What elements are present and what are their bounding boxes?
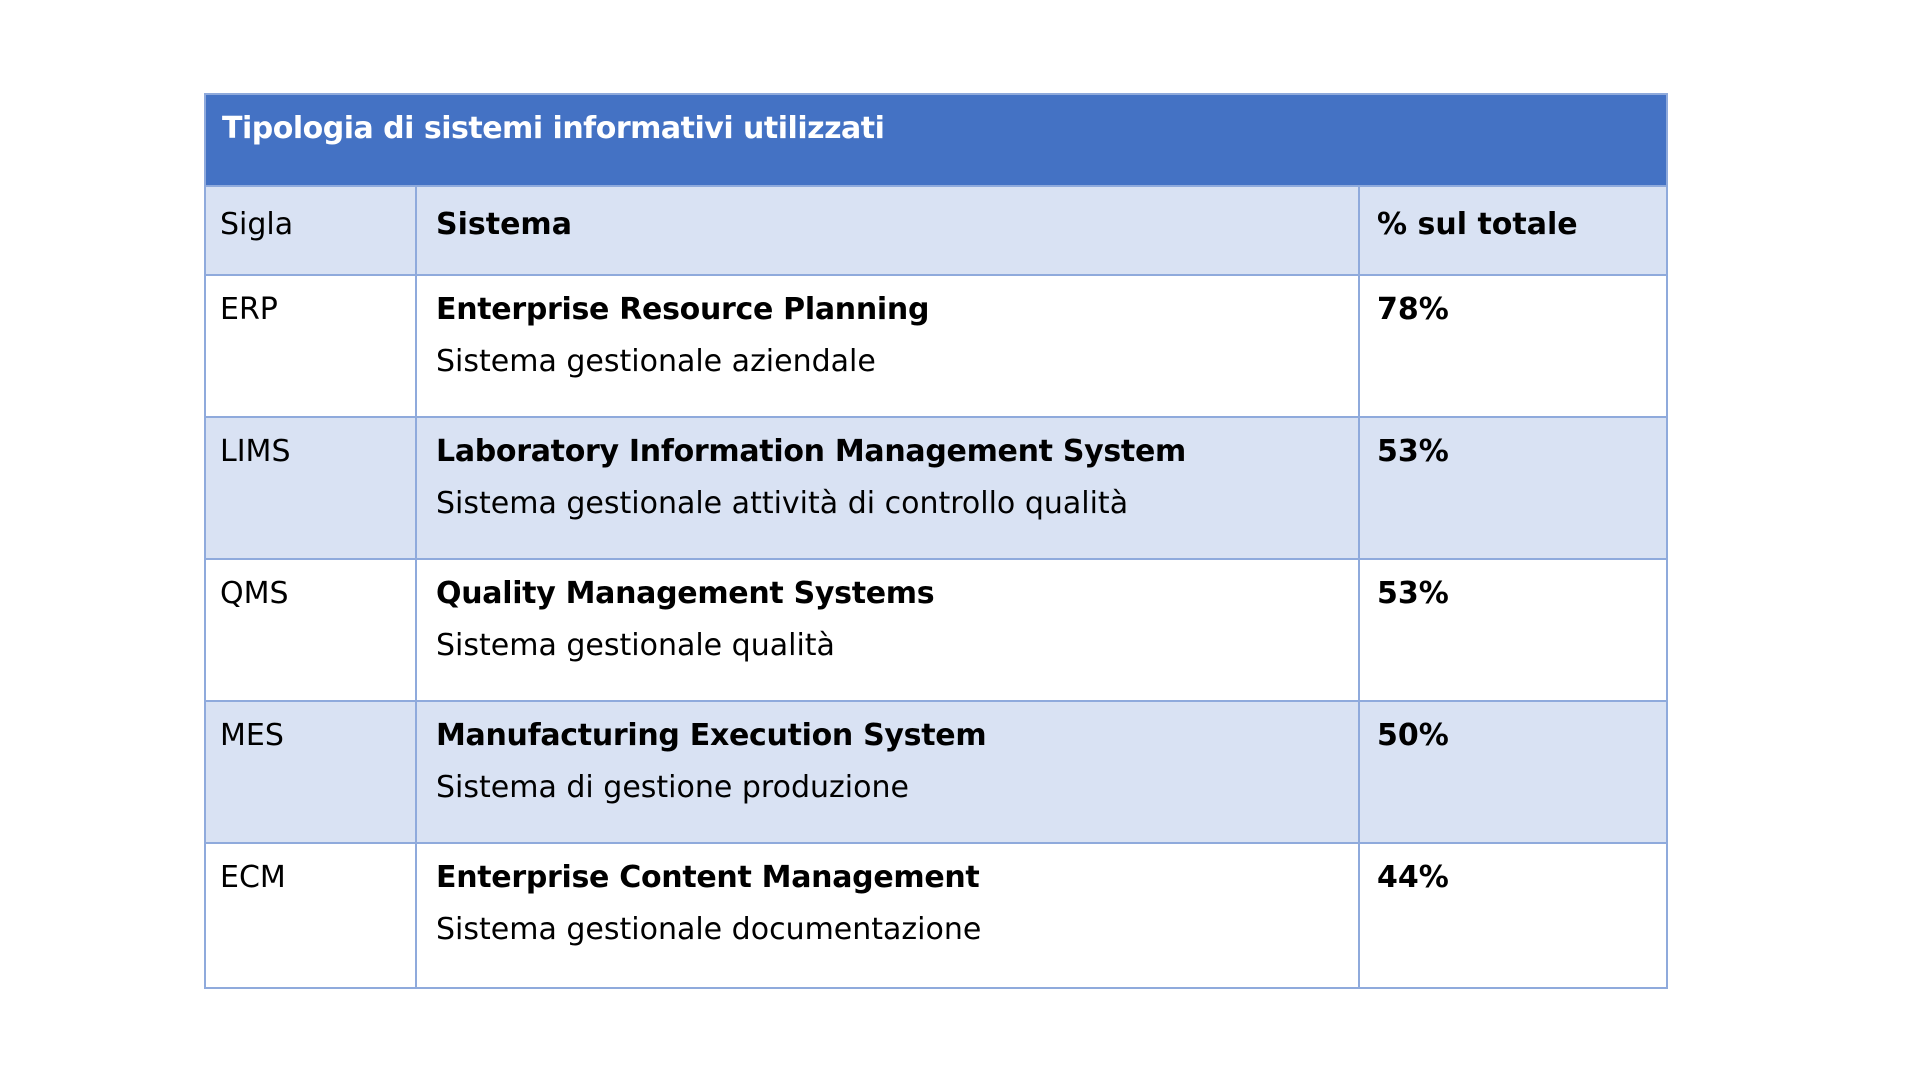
row-sigla: ERP — [206, 274, 415, 416]
table-row: MES Manufacturing Execution System Siste… — [206, 700, 1666, 842]
column-header-sistema: Sistema — [415, 185, 1358, 274]
table-row: QMS Quality Management Systems Sistema g… — [206, 558, 1666, 700]
table-title-bar: Tipologia di sistemi informativi utilizz… — [206, 95, 1666, 185]
row-percent: 44% — [1358, 842, 1666, 987]
system-description: Sistema gestionale attività di controllo… — [436, 486, 1129, 521]
row-sistema: Manufacturing Execution System Sistema d… — [415, 700, 1358, 842]
table-title: Tipologia di sistemi informativi utilizz… — [222, 111, 885, 146]
table-row: ECM Enterprise Content Management Sistem… — [206, 842, 1666, 987]
system-description: Sistema di gestione produzione — [436, 770, 909, 805]
column-header-sigla: Sigla — [206, 185, 415, 274]
system-name: Quality Management Systems — [436, 576, 935, 611]
systems-table: Tipologia di sistemi informativi utilizz… — [204, 93, 1668, 989]
row-sistema: Quality Management Systems Sistema gesti… — [415, 558, 1358, 700]
table-header-row: Sigla Sistema % sul totale — [206, 185, 1666, 274]
system-description: Sistema gestionale aziendale — [436, 344, 876, 379]
row-percent: 78% — [1358, 274, 1666, 416]
row-percent: 53% — [1358, 416, 1666, 558]
row-percent: 53% — [1358, 558, 1666, 700]
system-description: Sistema gestionale documentazione — [436, 912, 982, 947]
row-sigla: ECM — [206, 842, 415, 987]
row-sigla: MES — [206, 700, 415, 842]
system-name: Enterprise Content Management — [436, 860, 980, 895]
row-sistema: Enterprise Resource Planning Sistema ges… — [415, 274, 1358, 416]
row-sigla: LIMS — [206, 416, 415, 558]
row-percent: 50% — [1358, 700, 1666, 842]
table-row: ERP Enterprise Resource Planning Sistema… — [206, 274, 1666, 416]
system-name: Laboratory Information Management System — [436, 434, 1186, 469]
row-sigla: QMS — [206, 558, 415, 700]
system-name: Enterprise Resource Planning — [436, 292, 930, 327]
column-header-percent: % sul totale — [1358, 185, 1666, 274]
row-sistema: Enterprise Content Management Sistema ge… — [415, 842, 1358, 987]
system-name: Manufacturing Execution System — [436, 718, 987, 753]
table-row: LIMS Laboratory Information Management S… — [206, 416, 1666, 558]
table-body: ERP Enterprise Resource Planning Sistema… — [206, 274, 1666, 987]
row-sistema: Laboratory Information Management System… — [415, 416, 1358, 558]
system-description: Sistema gestionale qualità — [436, 628, 835, 663]
